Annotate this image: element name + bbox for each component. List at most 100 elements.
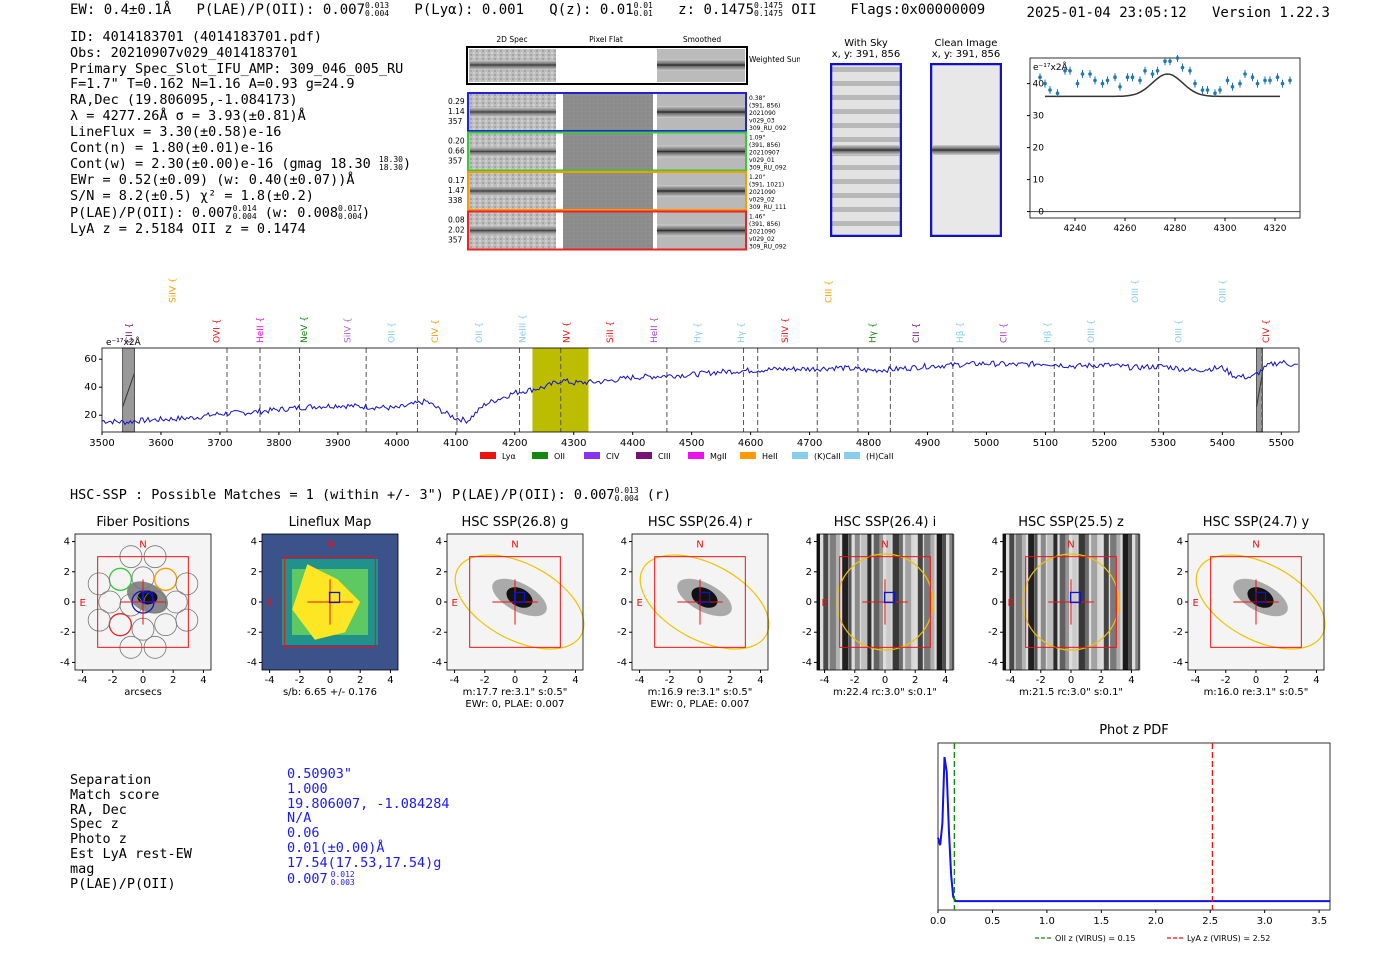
hsc-xtick-label: 2 xyxy=(542,675,548,686)
cutout-row-left-label: 357 xyxy=(448,236,463,245)
cutout-row-right-label: (391, 856) xyxy=(749,221,780,228)
spectrum-line-label: Hβ { xyxy=(1043,322,1053,343)
hsc-caption: m:16.0 re:3.1" s:0.5" xyxy=(1204,687,1309,698)
spectrum-line-label: HeII { xyxy=(650,317,660,343)
cutout-pixel-flat xyxy=(563,94,653,130)
hsc-line-text: HSC-SSP : Possible Matches = 1 (within +… xyxy=(70,487,615,503)
hsc-panel: HSC SSP(24.7) y N E -4 -4 -2 -2 0 0 2 2 4 4 m:16.0 re… xyxy=(1173,515,1326,698)
hsc-xtick-label: -4 xyxy=(635,675,645,686)
north-label: N xyxy=(1067,540,1074,551)
search-box xyxy=(97,556,189,648)
match-marker xyxy=(141,591,154,604)
detection-info: ID: 4014183701 (4014183701.pdf) Obs: 202… xyxy=(70,29,411,237)
north-label: N xyxy=(326,540,333,551)
spectrum-line-label: CII { xyxy=(125,323,135,343)
hsc-panel-title: Fiber Positions xyxy=(96,515,189,530)
cutout-row-right-label: (391, 1021) xyxy=(749,182,784,189)
hsc-ytick-label: -4 xyxy=(617,657,627,668)
hsc-summary: HSC-SSP : Possible Matches = 1 (within +… xyxy=(70,487,671,504)
spectrum-legend-label: MgII xyxy=(710,452,727,461)
hsc-stripe xyxy=(943,534,946,670)
spectrum-xtick-label: 5500 xyxy=(1269,438,1294,449)
hsc-xtick-label: -2 xyxy=(850,675,860,686)
spectrum-xtick-label: 3600 xyxy=(148,438,173,449)
hsc-stripe xyxy=(1040,534,1046,670)
spectrum-line-label: NeV { xyxy=(300,316,310,343)
spectrum-line-label: Hβ { xyxy=(956,322,966,343)
spectrum-mask-hatch xyxy=(122,373,135,407)
cutout-row-right-label: v029_02 xyxy=(749,197,775,204)
cutout-col-header-1: Pixel Flat xyxy=(589,35,623,44)
photz-legend-label: LyA z (VIRUS) = 2.52 xyxy=(1187,934,1270,943)
hsc-caption: s/b: 6.65 +/- 0.176 xyxy=(283,687,377,698)
match-label: mag xyxy=(70,860,95,877)
weighted-sum-label: Weighted Sum xyxy=(749,55,800,64)
match-value: N/A xyxy=(287,810,312,827)
cutout-row-left-label: 338 xyxy=(448,196,463,205)
photz-xtick-label: 2.0 xyxy=(1148,916,1164,927)
zoom-point xyxy=(1068,69,1072,73)
spectrum-ytick-label: 40 xyxy=(84,382,97,393)
zoom-point xyxy=(1138,78,1142,83)
full-spectrum-chart: e⁻¹⁷x2Å 20 40 60 3500 3600 3700 3800 3900 4000 410… xyxy=(84,277,1300,461)
match-label: Photo z xyxy=(70,831,127,848)
hsc-xtick-label: 2 xyxy=(727,675,733,686)
cutout-smoothed-band xyxy=(657,145,745,158)
spectrum-line-label: NV { xyxy=(562,322,572,343)
spectrum-mask-hatch xyxy=(1256,373,1263,407)
zoom-point xyxy=(1238,81,1242,86)
match-marker xyxy=(328,591,341,604)
header-qz: Q(z): 0.01 xyxy=(549,2,634,18)
cutout-row-left-label: 1.47 xyxy=(448,186,465,195)
hsc-stripe xyxy=(1028,534,1035,670)
cutout-row-frame xyxy=(467,131,747,172)
match-value: 0.06 xyxy=(287,825,320,842)
hsc-xtick-label: 0 xyxy=(1253,675,1259,686)
match-plae-sup: 0.012 xyxy=(330,869,355,879)
match-plae-sub: 0.003 xyxy=(330,877,355,887)
hsc-xtick-label: 4 xyxy=(1313,675,1319,686)
cutout-row-left-label: 357 xyxy=(448,117,463,126)
match-values: 0.50903" 1.000 19.806007, -1.084284 N/A 0.06… xyxy=(287,767,527,887)
cutout-row-frame xyxy=(467,210,747,251)
header-version: Version 1.22.3 xyxy=(1211,5,1330,21)
spectrum-line-label: SiII { xyxy=(606,321,616,343)
info-lambda: λ = 4277.26Å σ = 3.93(±0.81)Å xyxy=(70,107,306,124)
cutout-2d-band xyxy=(470,107,556,117)
clean-image-title: Clean Image x, y: 391, 856 xyxy=(924,38,1008,60)
hsc-caption-2: EWr: 0, PLAE: 0.007 xyxy=(465,699,564,710)
zoom-xtick-label: 4300 xyxy=(1214,224,1237,234)
header-z: z: 0.1475 xyxy=(678,2,755,18)
spectrum-line-label: OIII { xyxy=(1175,319,1185,343)
hsc-stripe xyxy=(1097,534,1101,670)
spectrum-line-label: OIII { xyxy=(1131,279,1141,303)
hsc-ytick-label: 4 xyxy=(64,537,70,548)
spectrum-legend-label: CIV xyxy=(606,452,620,461)
photz-xtick-label: 0.5 xyxy=(984,916,1000,927)
hsc-ytick-label: 4 xyxy=(992,537,998,548)
hsc-xtick-label: 0 xyxy=(1068,675,1074,686)
spectrum-xtick-label: 4700 xyxy=(797,438,822,449)
hsc-caption-2: EWr: 0, PLAE: 0.007 xyxy=(650,699,749,710)
info-plae-sup: 0.014 xyxy=(232,203,257,213)
hsc-caption: m:17.7 re:3.1" s:0.5" xyxy=(463,687,568,698)
header-plae: P(LAE)/P(OII): 0.007 xyxy=(196,2,366,18)
cutout-row-right-label: 20210907 xyxy=(749,150,780,157)
hsc-xtick-label: 4 xyxy=(757,675,763,686)
hsc-xtick-label: 0 xyxy=(697,675,703,686)
hsc-stripe xyxy=(842,534,849,670)
zoom-point xyxy=(1255,81,1260,86)
photz-pdf-chart: 0.0 0.5 1.0 1.5 2.0 2.5 3.0 3.5 OII z (VIRUS) = … xyxy=(930,742,1331,943)
hsc-xtick-label: 2 xyxy=(357,675,363,686)
with-sky-image xyxy=(830,63,902,237)
hsc-ytick-label: 2 xyxy=(436,567,442,578)
match-label: RA, Dec xyxy=(70,801,127,818)
cutout-smoothed-band xyxy=(657,224,745,237)
cutout-row-right-label: 2021090 xyxy=(749,229,776,236)
spectrum-line-label: Hγ { xyxy=(868,322,878,343)
spectrum-xtick-label: 4800 xyxy=(856,438,881,449)
hsc-ytick-label: -2 xyxy=(1173,627,1183,638)
hsc-stripe xyxy=(1103,534,1109,670)
with-sky-title: With Sky x, y: 391, 856 xyxy=(826,38,906,60)
hsc-stripe xyxy=(917,534,923,670)
